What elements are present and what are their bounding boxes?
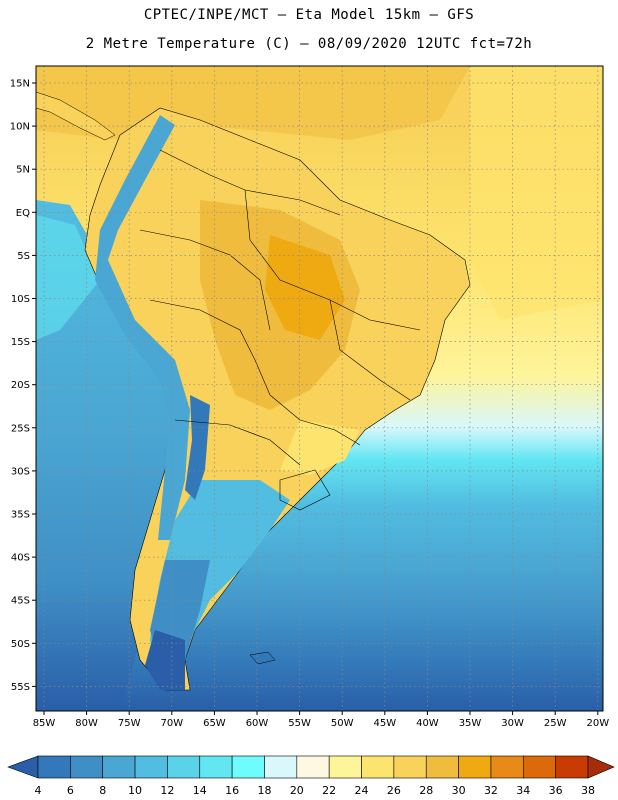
lon-tick-label: 85W [33,718,56,729]
colorbar-label: 8 [99,784,106,797]
colorbar-segment [490,755,524,779]
lat-tick-label: EQ [16,208,30,219]
colorbar-label: 18 [257,784,271,797]
colorbar-segment [555,755,589,779]
colorbar-segment [425,755,459,779]
map-field [36,66,603,711]
colorbar-label: 14 [193,784,207,797]
colorbar-segment [37,755,71,779]
lon-tick-label: 40W [416,718,439,729]
colorbar-label: 4 [35,784,42,797]
colorbar-label: 34 [516,784,530,797]
andes-cold-ribbon [95,115,190,540]
colorbar-segment [102,755,136,779]
lat-tick-label: 55S [11,682,30,693]
lon-tick-label: 25W [544,718,567,729]
colorbar-label: 6 [67,784,74,797]
colorbar-segment [264,755,298,779]
colorbar-segment [296,755,330,779]
warm-patch [470,66,603,320]
lat-tick-label: 15S [11,337,30,348]
chart-title-line1: CPTEC/INPE/MCT – Eta Model 15km – GFS [143,7,475,23]
colorbar-segment [199,755,233,779]
colorbar-segment [134,755,168,779]
lon-tick-label: 55W [288,718,311,729]
lat-tick-label: 10S [11,294,30,305]
colorbar: 4 6 8 10 12 14 16 18 20 22 24 26 28 30 32 34 36 38 [7,755,615,797]
lon-tick-label: 30W [501,718,524,729]
lon-tick-label: 65W [203,718,226,729]
lon-tick-label: 45W [373,718,396,729]
colorbar-label: 12 [160,784,174,797]
lat-tick-label: 25S [11,423,30,434]
colorbar-max-arrow [587,755,615,779]
colorbar-label: 36 [549,784,563,797]
lat-tick-label: 15N [10,79,30,90]
lat-tick-label: 10N [10,122,30,133]
country-borders [139,149,421,511]
colorbar-segment [393,755,427,779]
lon-tick-label: 75W [118,718,141,729]
lat-tick-label: 45S [11,596,30,607]
pacific-cool-band [36,215,100,340]
colorbar-segment [328,755,362,779]
latitude-axis: 15N 10N 5N EQ 5S 10S 15S 20S 25S 30S 35S 40S 45S 50S 5… [10,79,36,693]
colorbar-label: 30 [452,784,466,797]
longitude-axis: 85W 80W 75W 70W 65W 60W 55W 50W 45W 40W 35W 30W 25W 2… [33,711,609,729]
lon-tick-label: 80W [75,718,98,729]
lat-tick-label: 5S [17,251,30,262]
colorbar-label: 10 [128,784,142,797]
interior-hot-zone [265,235,345,340]
falkland-islands [249,651,276,665]
colorbar-segment [522,755,556,779]
colorbar-label: 26 [387,784,401,797]
lat-tick-label: 40S [11,553,30,564]
lat-tick-label: 50S [11,639,30,650]
map-frame [35,65,604,712]
lat-tick-label: 20S [11,380,30,391]
colorbar-label: 24 [355,784,369,797]
colorbar-label: 28 [419,784,433,797]
colorbar-segment [361,755,395,779]
lon-tick-label: 50W [331,718,354,729]
chart-title-line2: 2 Metre Temperature (C) – 08/09/2020 12U… [85,36,533,52]
graticule [36,66,603,711]
lat-tick-label: 30S [11,466,30,477]
lon-tick-label: 35W [459,718,482,729]
patagonia-coldest [145,630,185,690]
lon-tick-label: 70W [160,718,183,729]
lon-tick-label: 60W [246,718,269,729]
colorbar-label: 38 [581,784,595,797]
colorbar-segment [70,755,104,779]
colorbar-segment [167,755,201,779]
lon-tick-label: 20W [586,718,609,729]
southeast-mild-zone [280,420,360,475]
colorbar-label: 32 [484,784,498,797]
colorbar-label: 22 [322,784,336,797]
colorbar-label: 16 [225,784,239,797]
central-america-land [36,91,116,141]
colorbar-label: 20 [290,784,304,797]
colorbar-min-arrow [7,755,39,779]
lat-tick-label: 35S [11,510,30,521]
colorbar-segment [231,755,265,779]
colorbar-segment [458,755,492,779]
lat-tick-label: 5N [16,165,30,176]
